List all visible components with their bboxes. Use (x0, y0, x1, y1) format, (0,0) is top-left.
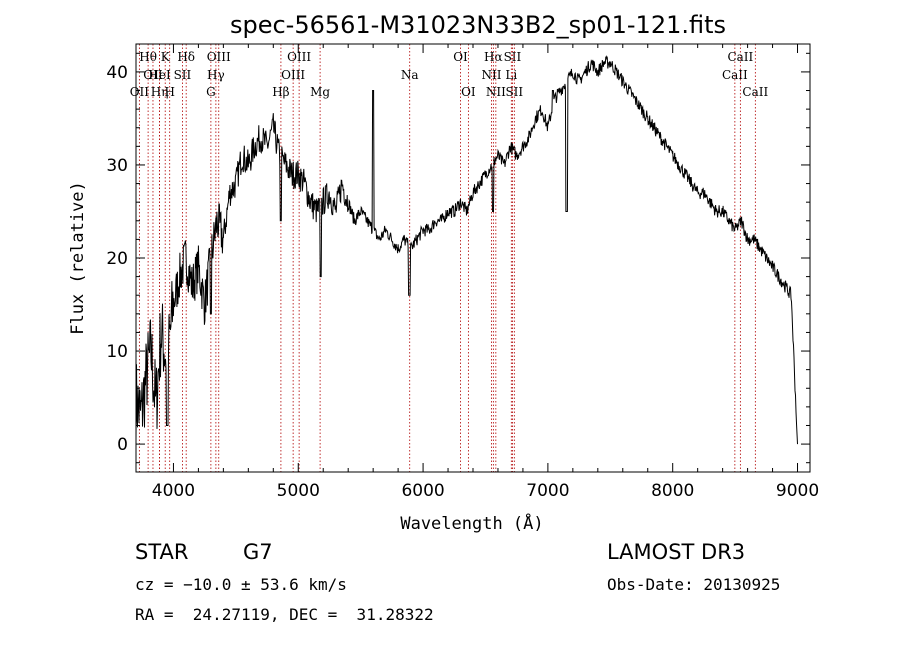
line-marker-label: SII (504, 50, 522, 64)
line-marker-label: Mg (310, 85, 330, 99)
line-marker-label: SII (174, 68, 192, 82)
line-marker-label: OIII (287, 50, 311, 64)
line-marker-label: OII (143, 68, 163, 82)
line-marker-label: Hβ (272, 85, 289, 99)
line-marker-label: OII (130, 85, 150, 99)
line-marker-label: NII (481, 68, 501, 82)
object-type: STAR (135, 540, 189, 564)
axis-ticks: 4000 5000 6000 7000 8000 9000 0 10 20 30 40 (106, 44, 819, 501)
y-tick-label: 40 (106, 63, 128, 83)
chart-title: spec-56561-M31023N33B2_sp01-121.fits (230, 11, 726, 39)
line-marker-label: CaII (742, 85, 768, 99)
line-marker-label: Hδ (177, 50, 195, 64)
line-marker-label: SII (505, 85, 523, 99)
y-tick-label: 30 (106, 156, 128, 176)
y-tick-label: 20 (106, 249, 128, 269)
line-marker-label: OIII (281, 68, 305, 82)
line-marker-label: CaII (722, 68, 748, 82)
line-marker-label: H (164, 85, 174, 99)
x-tick-label: 7000 (526, 481, 569, 501)
line-marker-label: Hη (151, 85, 169, 99)
line-marker-label: Hθ (139, 50, 157, 64)
y-axis-label: Flux (relative) (68, 181, 88, 335)
x-tick-label: 9000 (776, 481, 819, 501)
spectrum-series (135, 55, 798, 445)
line-marker-label: OIII (207, 50, 231, 64)
y-tick-label: 10 (106, 342, 128, 362)
line-marker-label: Li (505, 68, 517, 82)
x-tick-label: 8000 (651, 481, 694, 501)
line-marker-label: OI (461, 85, 476, 99)
plot-frame (135, 43, 811, 473)
line-marker-label: NII (486, 85, 506, 99)
line-marker-label: G (206, 85, 216, 99)
line-marker-label: Hα (484, 50, 503, 64)
y-tick-label: 0 (117, 435, 128, 455)
observation-date: Obs-Date: 20130925 (607, 575, 781, 594)
plot-area (135, 55, 798, 445)
line-marker-label: K (161, 50, 171, 64)
sky-coordinates: RA = 24.27119, DEC = 31.28322 (135, 605, 434, 624)
line-marker-label: Na (401, 68, 419, 82)
redshift-velocity: cz = −10.0 ± 53.6 km/s (135, 575, 347, 594)
line-marker-label: CaII (727, 50, 753, 64)
survey-name: LAMOST DR3 (607, 540, 746, 564)
line-marker-label: OI (453, 50, 468, 64)
line-marker-label: HeI (148, 68, 171, 82)
spectral-subclass: G7 (243, 540, 273, 564)
line-marker-label: Hγ (207, 68, 225, 82)
x-tick-label: 4000 (152, 481, 195, 501)
x-tick-label: 6000 (401, 481, 444, 501)
x-axis-label: Wavelength (Å) (400, 512, 543, 534)
x-tick-label: 5000 (277, 481, 320, 501)
